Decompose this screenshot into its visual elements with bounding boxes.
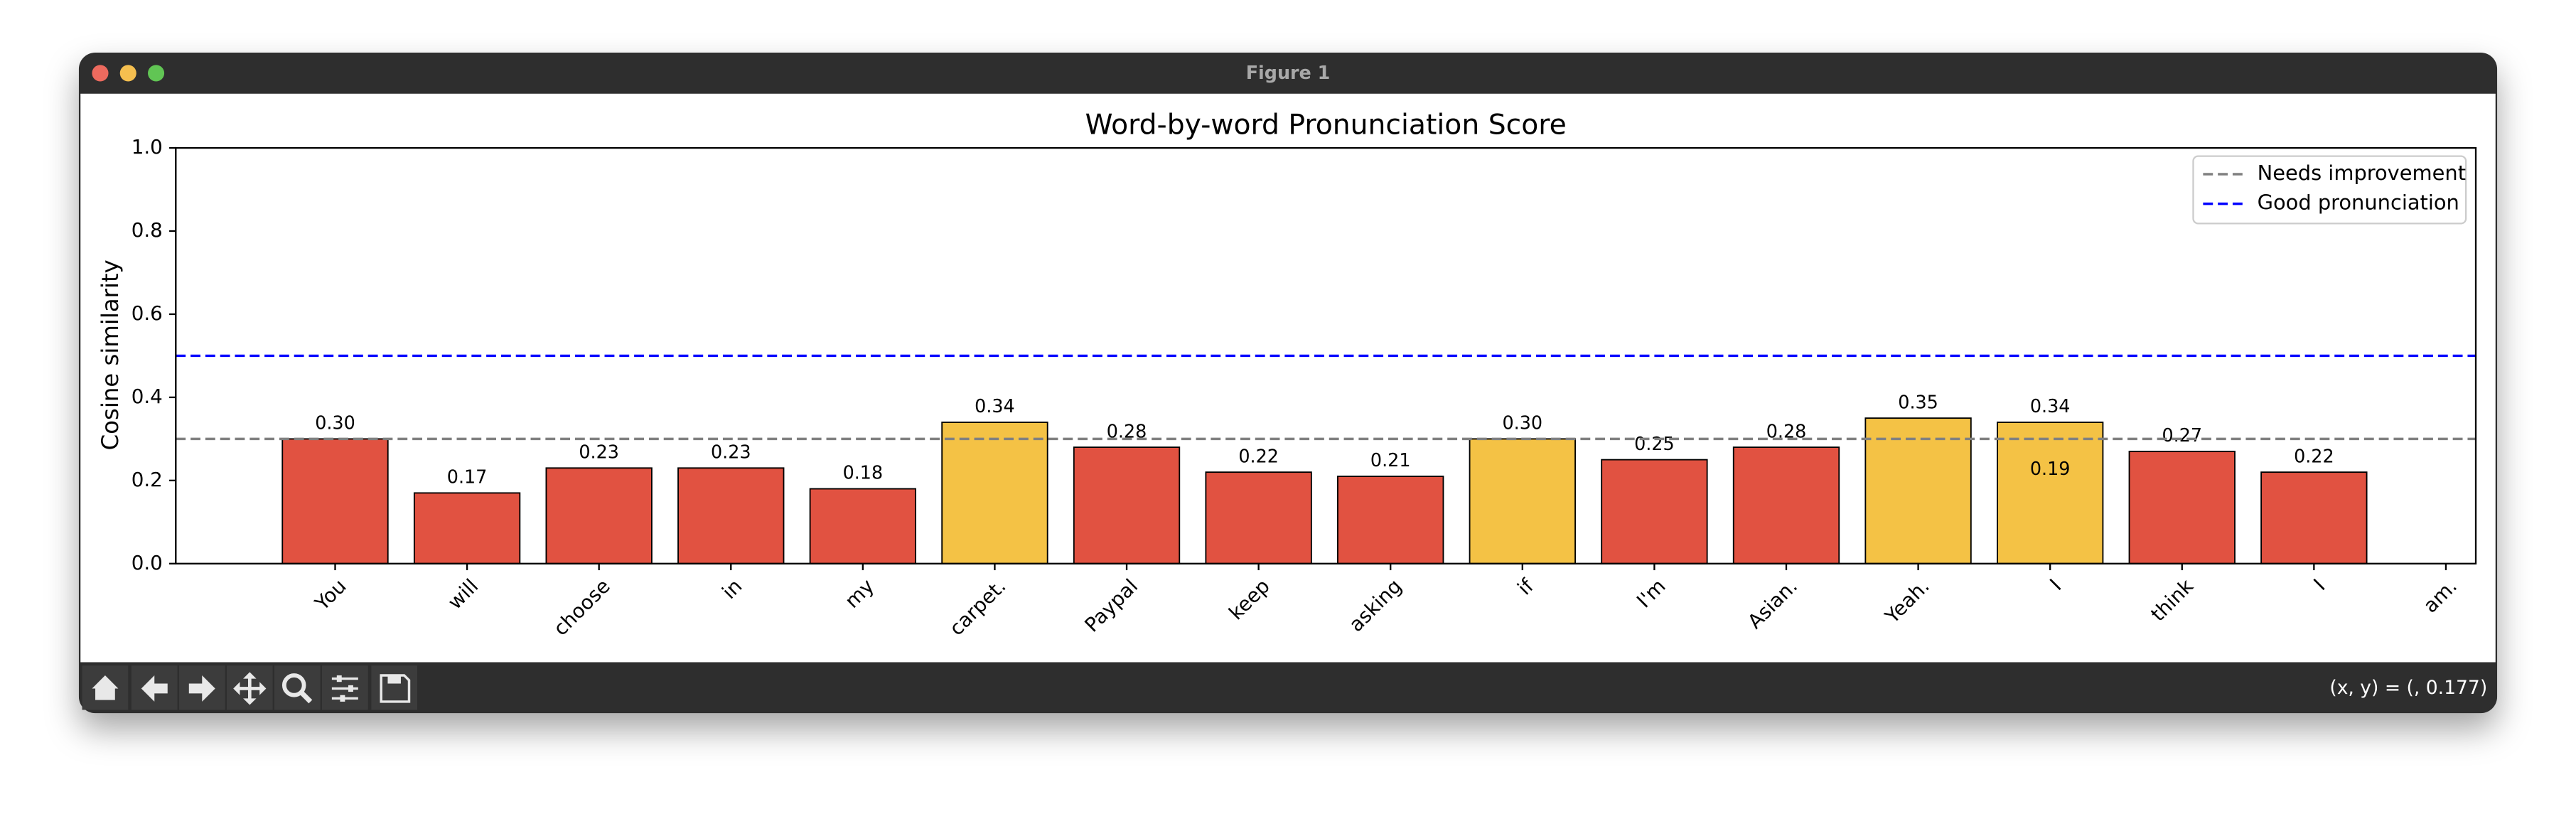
value-label: 0.22 xyxy=(2294,445,2334,466)
value-label: 0.25 xyxy=(1634,433,1675,454)
bar xyxy=(1997,422,2104,564)
legend-box xyxy=(2192,155,2467,225)
bar xyxy=(281,438,389,564)
bar xyxy=(1864,417,1972,564)
save-button[interactable] xyxy=(371,665,418,710)
figure-canvas xyxy=(80,93,2496,663)
legend-label: Needs improvement xyxy=(2258,161,2466,185)
y-tick-label: 0.0 xyxy=(132,551,163,574)
value-label: 0.19 xyxy=(2030,458,2071,479)
value-label: 0.22 xyxy=(1238,445,1279,466)
pan-icon xyxy=(233,672,267,705)
value-label: 0.28 xyxy=(1766,420,1807,441)
value-label: 0.30 xyxy=(315,412,355,434)
forward-icon xyxy=(188,675,215,702)
value-label: 0.21 xyxy=(1370,449,1411,471)
bar xyxy=(413,492,521,564)
toolbar xyxy=(82,665,418,710)
legend-label: Good pronunciation xyxy=(2258,191,2459,215)
chart-title: Word-by-word Pronunciation Score xyxy=(1085,109,1567,141)
y-tick-label: 0.4 xyxy=(132,385,163,408)
home-icon xyxy=(92,675,119,700)
bar xyxy=(1073,446,1181,564)
y-tick-label: 0.6 xyxy=(132,301,163,325)
bar xyxy=(545,467,653,564)
bar xyxy=(1469,438,1576,564)
bar xyxy=(2128,450,2236,564)
value-label: 0.18 xyxy=(843,462,884,483)
y-tick-label: 0.8 xyxy=(132,218,163,242)
value-label: 0.27 xyxy=(2162,424,2202,446)
y-axis-label: Cosine similarity xyxy=(97,259,124,450)
window-title: Figure 1 xyxy=(1246,62,1331,83)
value-label: 0.23 xyxy=(711,441,751,463)
bar xyxy=(2260,471,2368,564)
zoom-button[interactable] xyxy=(148,65,165,82)
value-label: 0.34 xyxy=(975,395,1015,417)
save-icon-label xyxy=(387,675,401,684)
status-text: (x, y) = (, 0.177) xyxy=(2329,677,2487,699)
y-tick-label: 1.0 xyxy=(132,135,163,159)
bar xyxy=(1732,446,1840,564)
minimize-button[interactable] xyxy=(119,65,136,82)
bar xyxy=(941,422,1048,564)
bar xyxy=(1601,459,1708,564)
zoom-icon-handle xyxy=(299,690,313,704)
value-label: 0.34 xyxy=(2030,395,2071,417)
y-tick-label: 0.2 xyxy=(132,468,163,491)
back-icon xyxy=(141,675,168,702)
bar xyxy=(1205,471,1312,564)
zoom-tool-button[interactable] xyxy=(274,665,321,710)
bar xyxy=(809,488,917,564)
value-label: 0.30 xyxy=(1503,412,1543,434)
zoom-icon xyxy=(281,673,306,697)
value-label: 0.35 xyxy=(1898,391,1938,412)
value-label: 0.23 xyxy=(579,441,619,463)
plot-frame xyxy=(175,146,2477,564)
close-button[interactable] xyxy=(92,65,109,82)
bar xyxy=(677,467,785,564)
bar xyxy=(1337,476,1444,564)
value-label: 0.17 xyxy=(447,466,488,488)
